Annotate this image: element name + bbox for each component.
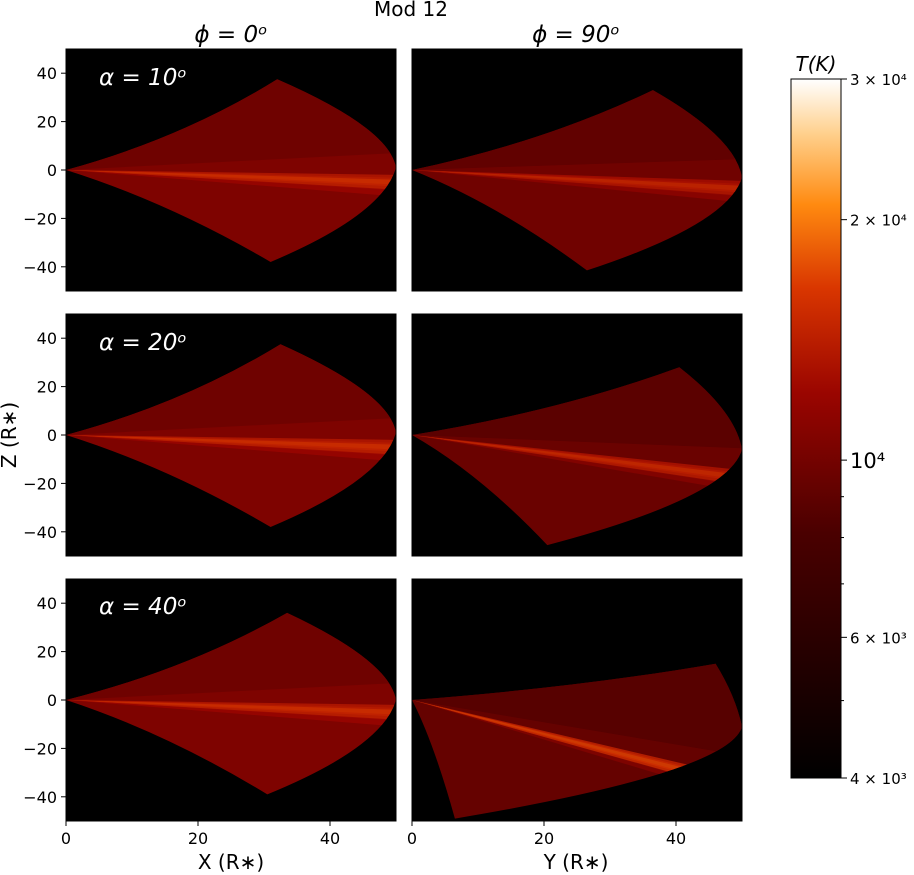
panel-r2c1: 0 20 40 — [407, 578, 743, 848]
panel-r1c1 — [411, 313, 743, 557]
y-tick-label: −40 — [23, 258, 57, 277]
panel-axes: 40 20 0 −20 −40 — [23, 313, 397, 557]
y-tick-label: 40 — [37, 64, 57, 83]
panel-axes — [411, 48, 743, 292]
colorbar-tick-label: 6 × 10³ — [850, 629, 907, 647]
y-tick-label: 20 — [37, 113, 57, 132]
y-axis-label: Z (R∗) — [0, 402, 21, 468]
panel-frame — [411, 48, 743, 292]
hot-band-3 — [66, 700, 396, 727]
panel-grid: 40 20 0 −20 −40 40 20 0 −20 −40 40 20 0 −20 −40 0 20 40 0 2… — [23, 48, 743, 848]
panel-axes: 0 20 40 — [407, 578, 743, 848]
x-tick-label: 20 — [188, 829, 208, 848]
y-tick-label: −20 — [23, 739, 57, 758]
row-label-alpha-40: α = 40ᵒ — [99, 594, 187, 620]
colorbar-tick-label: 2 × 10⁴ — [850, 212, 907, 230]
x-tick-label: 0 — [61, 829, 71, 848]
colorbar-tick-label: 10⁴ — [850, 449, 885, 473]
panel-axes: 40 20 0 −20 −40 0 20 40 — [23, 578, 397, 848]
figure-title: Mod 12 — [374, 0, 448, 21]
colorbar: T(K) 3 × 10⁴ 2 × 10⁴ 10⁴ 6 × 10³ 4 × 10³ — [790, 52, 907, 788]
hot-band-2 — [66, 435, 396, 445]
x-tick-label: 40 — [666, 829, 686, 848]
y-tick-label: 40 — [37, 329, 57, 348]
panel-axes: 40 20 0 −20 −40 — [23, 48, 397, 292]
y-tick-label: −20 — [23, 209, 57, 228]
column-header-phi-0: ϕ = 0ᵒ — [194, 22, 267, 48]
y-tick-label: −20 — [23, 474, 57, 493]
colorbar-ticks: 3 × 10⁴ 2 × 10⁴ 10⁴ 6 × 10³ 4 × 10³ — [841, 71, 907, 788]
panel-r2c0: 40 20 0 −20 −40 0 20 40 — [23, 578, 397, 848]
hot-band-2 — [412, 700, 742, 783]
y-tick-label: −40 — [23, 788, 57, 807]
x-tick-label: 0 — [407, 829, 417, 848]
x-axis-label-right: Y (R∗) — [543, 850, 609, 874]
column-header-phi-90: ϕ = 90ᵒ — [532, 22, 620, 48]
hot-band-3 — [66, 435, 396, 462]
y-tick-label: −40 — [23, 523, 57, 542]
panel-axes — [411, 313, 743, 557]
x-tick-label: 40 — [320, 829, 340, 848]
y-tick-label: 0 — [47, 691, 57, 710]
colorbar-tick-label: 3 × 10⁴ — [850, 71, 907, 89]
hot-band-2 — [66, 170, 396, 180]
hot-band-2 — [66, 700, 396, 710]
row-label-alpha-10: α = 10ᵒ — [99, 65, 187, 91]
hot-band-2 — [412, 435, 742, 475]
colorbar-gradient — [790, 78, 842, 779]
hot-band-3 — [66, 170, 396, 197]
panel-r1c0: 40 20 0 −20 −40 — [23, 313, 397, 557]
y-tick-label: 40 — [37, 594, 57, 613]
y-tick-label: 0 — [47, 426, 57, 445]
row-label-alpha-20: α = 20ᵒ — [99, 330, 187, 356]
panel-frame — [411, 313, 743, 557]
y-tick-label: 0 — [47, 161, 57, 180]
panel-r0c0: 40 20 0 −20 −40 — [23, 48, 397, 292]
y-tick-label: 20 — [37, 643, 57, 662]
hot-band-3 — [412, 435, 742, 492]
panel-r0c1 — [411, 48, 743, 292]
hot-band-3 — [412, 170, 742, 203]
panel-frame — [411, 578, 743, 822]
colorbar-label: T(K) — [796, 52, 837, 76]
x-axis-label-left: X (R∗) — [198, 850, 264, 874]
hot-band-2 — [412, 170, 742, 186]
x-tick-label: 20 — [534, 829, 554, 848]
colorbar-tick-label: 4 × 10³ — [850, 770, 907, 788]
y-tick-label: 20 — [37, 378, 57, 397]
